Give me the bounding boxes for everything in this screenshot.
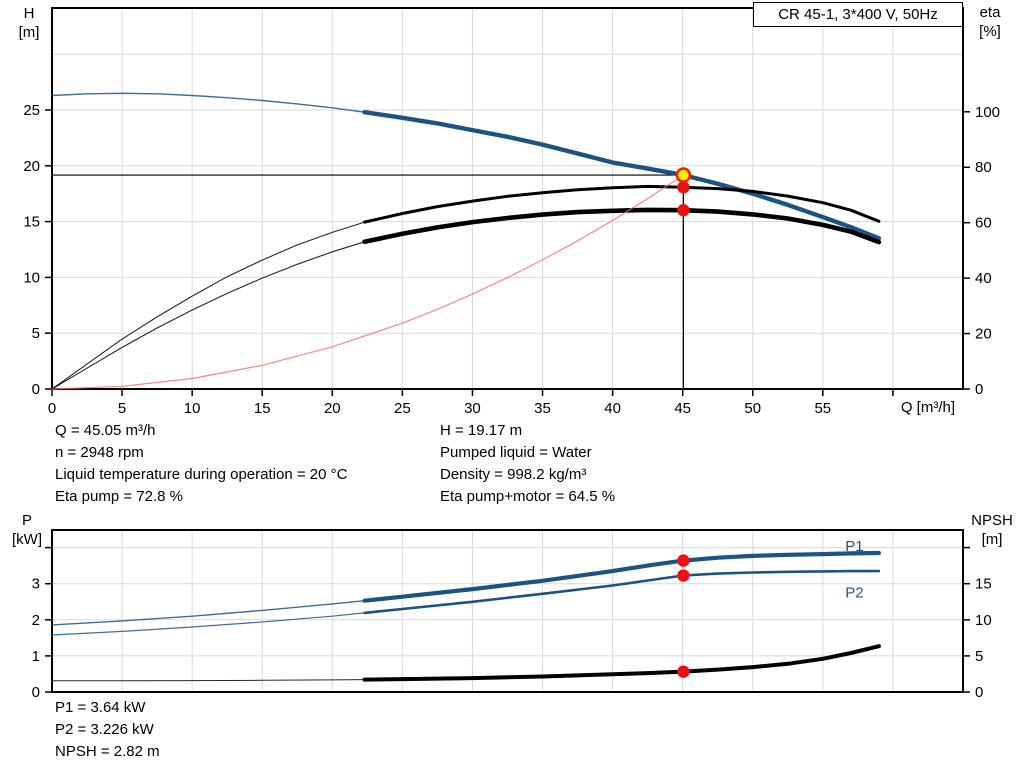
npsh-axis-title: NPSH [m] — [962, 511, 1022, 549]
eta-pump-motor-curve-thin — [51, 209, 880, 390]
eta-pump-curve — [363, 184, 881, 224]
x-tick-label: 50 — [744, 400, 761, 417]
chart-frame — [51, 7, 964, 390]
y-right-tick-label: 40 — [975, 270, 992, 287]
y-left-tick-label: 3 — [32, 576, 40, 593]
x-tick-label: 20 — [324, 400, 341, 417]
anno-eta-pump: Eta pump = 72.8 % — [55, 488, 183, 505]
eta-pump-motor-marker — [677, 204, 690, 217]
y-left-tick-label: 2 — [32, 612, 40, 629]
anno-eta-pump-motor: Eta pump+motor = 64.5 % — [440, 488, 616, 505]
y-right-tick-label: 0 — [975, 684, 983, 701]
h-axis-unit: [m] — [18, 24, 40, 41]
x-tick-label: 55 — [814, 400, 831, 417]
y-right-tick-label: 100 — [975, 104, 1000, 121]
anno-p1: P1 = 3.64 kW — [55, 699, 146, 716]
npsh-axis-unit: [m] — [981, 531, 1003, 548]
p-axis-unit: [kW] — [12, 531, 42, 548]
x-tick-label: 5 — [118, 400, 126, 417]
y-left-tick-label: 5 — [32, 325, 40, 342]
eta-axis-title: eta [%] — [968, 3, 1012, 41]
x-tick-label: 35 — [534, 400, 551, 417]
system-curve-thin — [51, 174, 684, 390]
npsh-curve — [362, 644, 881, 682]
duty-point-marker — [675, 167, 692, 183]
power-info: P1 = 3.64 kW P2 = 3.226 kW NPSH = 2.82 m — [55, 697, 160, 763]
eta-pump-marker — [677, 180, 690, 194]
anno-p2: P2 = 3.226 kW — [55, 721, 154, 738]
pump-model-title: CR 45-1, 3*400 V, 50Hz — [753, 2, 963, 27]
npsh-curve-thin — [51, 645, 880, 682]
h-axis-symbol: H — [23, 5, 35, 22]
y-left-tick-label: 25 — [23, 102, 40, 119]
y-right-tick-label: 15 — [975, 576, 992, 593]
anno-pumped-liquid: Pumped liquid = Water — [440, 444, 592, 461]
anno-speed: n = 2948 rpm — [55, 444, 144, 461]
y-left-tick-label: 0 — [32, 381, 40, 398]
h-axis-title: H [m] — [10, 4, 48, 42]
p2-marker — [677, 569, 690, 582]
npsh-axis-symbol: NPSH — [971, 512, 1013, 529]
anno-density: Density = 998.2 kg/m³ — [440, 466, 587, 483]
x-tick-label: 45 — [674, 400, 691, 417]
eta-axis-unit: [%] — [979, 23, 1001, 40]
y-left-tick-label: 1 — [32, 648, 40, 665]
anno-liquid-temp: Liquid temperature during operation = 20… — [55, 466, 348, 483]
y-right-tick-label: 10 — [975, 612, 992, 629]
y-left-tick-label: 20 — [23, 158, 40, 175]
x-tick-label: 25 — [394, 400, 411, 417]
y-right-tick-label: 60 — [975, 215, 992, 232]
y-left-tick-label: 10 — [23, 269, 40, 286]
y-right-tick-label: 80 — [975, 159, 992, 176]
p2-curve-label: P2 — [845, 585, 863, 602]
p1-curve-label: P1 — [845, 538, 863, 555]
x-tick-label: 15 — [254, 400, 271, 417]
q-axis-title: Q [m³/h] — [900, 399, 955, 416]
x-tick-label: 0 — [48, 400, 56, 417]
chart-frame — [51, 529, 964, 693]
eta-pump-motor-curve — [362, 207, 882, 245]
head-curve — [362, 110, 882, 241]
x-tick-label: 40 — [604, 400, 621, 417]
anno-flow: Q = 45.05 m³/h — [55, 422, 156, 439]
p-axis-symbol: P — [21, 512, 32, 529]
p1-marker — [677, 554, 690, 567]
npsh-marker — [677, 665, 690, 678]
x-tick-label: 30 — [464, 400, 481, 417]
p-axis-title: P [kW] — [6, 511, 48, 549]
duty-info-left: Q = 45.05 m³/h n = 2948 rpm Liquid tempe… — [55, 420, 347, 508]
x-tick-label: 10 — [184, 400, 201, 417]
y-left-tick-label: 15 — [23, 214, 40, 231]
anno-head: H = 19.17 m — [440, 422, 523, 439]
y-right-tick-label: 0 — [975, 381, 983, 398]
eta-axis-symbol: eta — [979, 4, 1001, 21]
duty-info-right: H = 19.17 m Pumped liquid = Water Densit… — [440, 420, 615, 508]
anno-npsh: NPSH = 2.82 m — [55, 743, 160, 760]
y-left-tick-label: 0 — [32, 684, 40, 701]
y-right-tick-label: 20 — [975, 326, 992, 343]
y-right-tick-label: 5 — [975, 648, 983, 665]
p1-curve — [362, 550, 881, 603]
